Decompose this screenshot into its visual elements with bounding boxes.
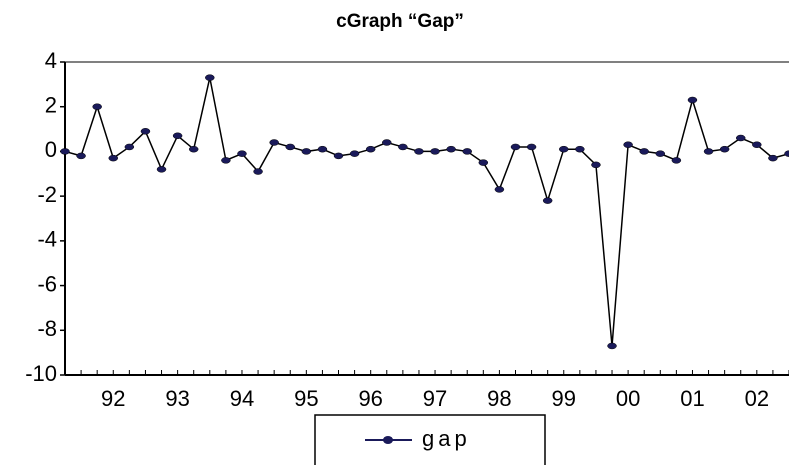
- marker: [60, 148, 70, 155]
- chart-title: cGraph “Gap”: [336, 11, 464, 32]
- legend-box: [314, 414, 546, 465]
- marker: [269, 139, 279, 146]
- x-tick-label: 97: [423, 386, 447, 411]
- marker: [92, 103, 102, 110]
- marker: [365, 145, 376, 153]
- y-tick-label: 0: [45, 137, 57, 162]
- y-tick-label: -10: [25, 361, 57, 386]
- x-tick-label: 98: [487, 386, 511, 411]
- marker: [285, 143, 295, 151]
- marker: [494, 186, 505, 193]
- marker: [735, 134, 746, 142]
- marker: [768, 154, 778, 162]
- marker: [253, 168, 263, 175]
- line: [64, 77, 789, 347]
- marker: [317, 145, 328, 153]
- marker: [607, 342, 617, 350]
- marker: [76, 152, 86, 160]
- marker: [188, 145, 199, 153]
- x-tick-label: 02: [745, 386, 769, 411]
- y-tick-label: 4: [45, 48, 57, 73]
- marker: [703, 148, 714, 155]
- marker: [478, 159, 489, 166]
- marker: [784, 150, 789, 157]
- y-tick-label: -2: [37, 182, 57, 207]
- x-tick-label: 92: [101, 386, 125, 411]
- marker: [655, 150, 666, 157]
- marker: [559, 145, 569, 153]
- marker: [542, 197, 553, 204]
- marker: [526, 143, 537, 151]
- marker: [575, 145, 585, 153]
- x-tick-label: 01: [680, 386, 704, 411]
- marker: [639, 148, 649, 155]
- marker: [156, 166, 167, 173]
- x-tick-label: 00: [616, 386, 640, 411]
- marker: [510, 143, 521, 151]
- marker: [237, 150, 247, 157]
- x-tick-label: 96: [358, 386, 382, 411]
- marker: [462, 148, 472, 155]
- marker: [205, 74, 215, 81]
- marker: [623, 141, 633, 148]
- marker: [687, 96, 698, 104]
- marker: [333, 152, 344, 160]
- legend-marker: [383, 436, 393, 444]
- x-tick-label: 93: [165, 386, 189, 411]
- marker: [140, 128, 151, 135]
- marker: [671, 157, 682, 164]
- marker: [719, 145, 730, 153]
- marker: [301, 148, 312, 155]
- marker: [124, 143, 135, 151]
- marker: [172, 132, 183, 140]
- marker: [430, 148, 440, 155]
- y-tick-label: -8: [37, 316, 57, 341]
- y-tick-label: -6: [37, 271, 57, 296]
- marker: [398, 143, 408, 151]
- marker: [221, 157, 231, 164]
- x-tick-label: 95: [294, 386, 318, 411]
- marker: [382, 139, 392, 146]
- legend-label: gap: [422, 426, 471, 451]
- y-tick-label: -4: [37, 227, 57, 252]
- marker: [414, 148, 424, 155]
- marker: [108, 154, 119, 162]
- x-tick-label: 99: [552, 386, 576, 411]
- marker: [752, 141, 762, 148]
- marker: [591, 161, 601, 169]
- marker: [349, 150, 360, 157]
- y-tick-label: 2: [45, 93, 57, 118]
- marker: [446, 145, 456, 153]
- x-tick-label: 94: [230, 386, 254, 411]
